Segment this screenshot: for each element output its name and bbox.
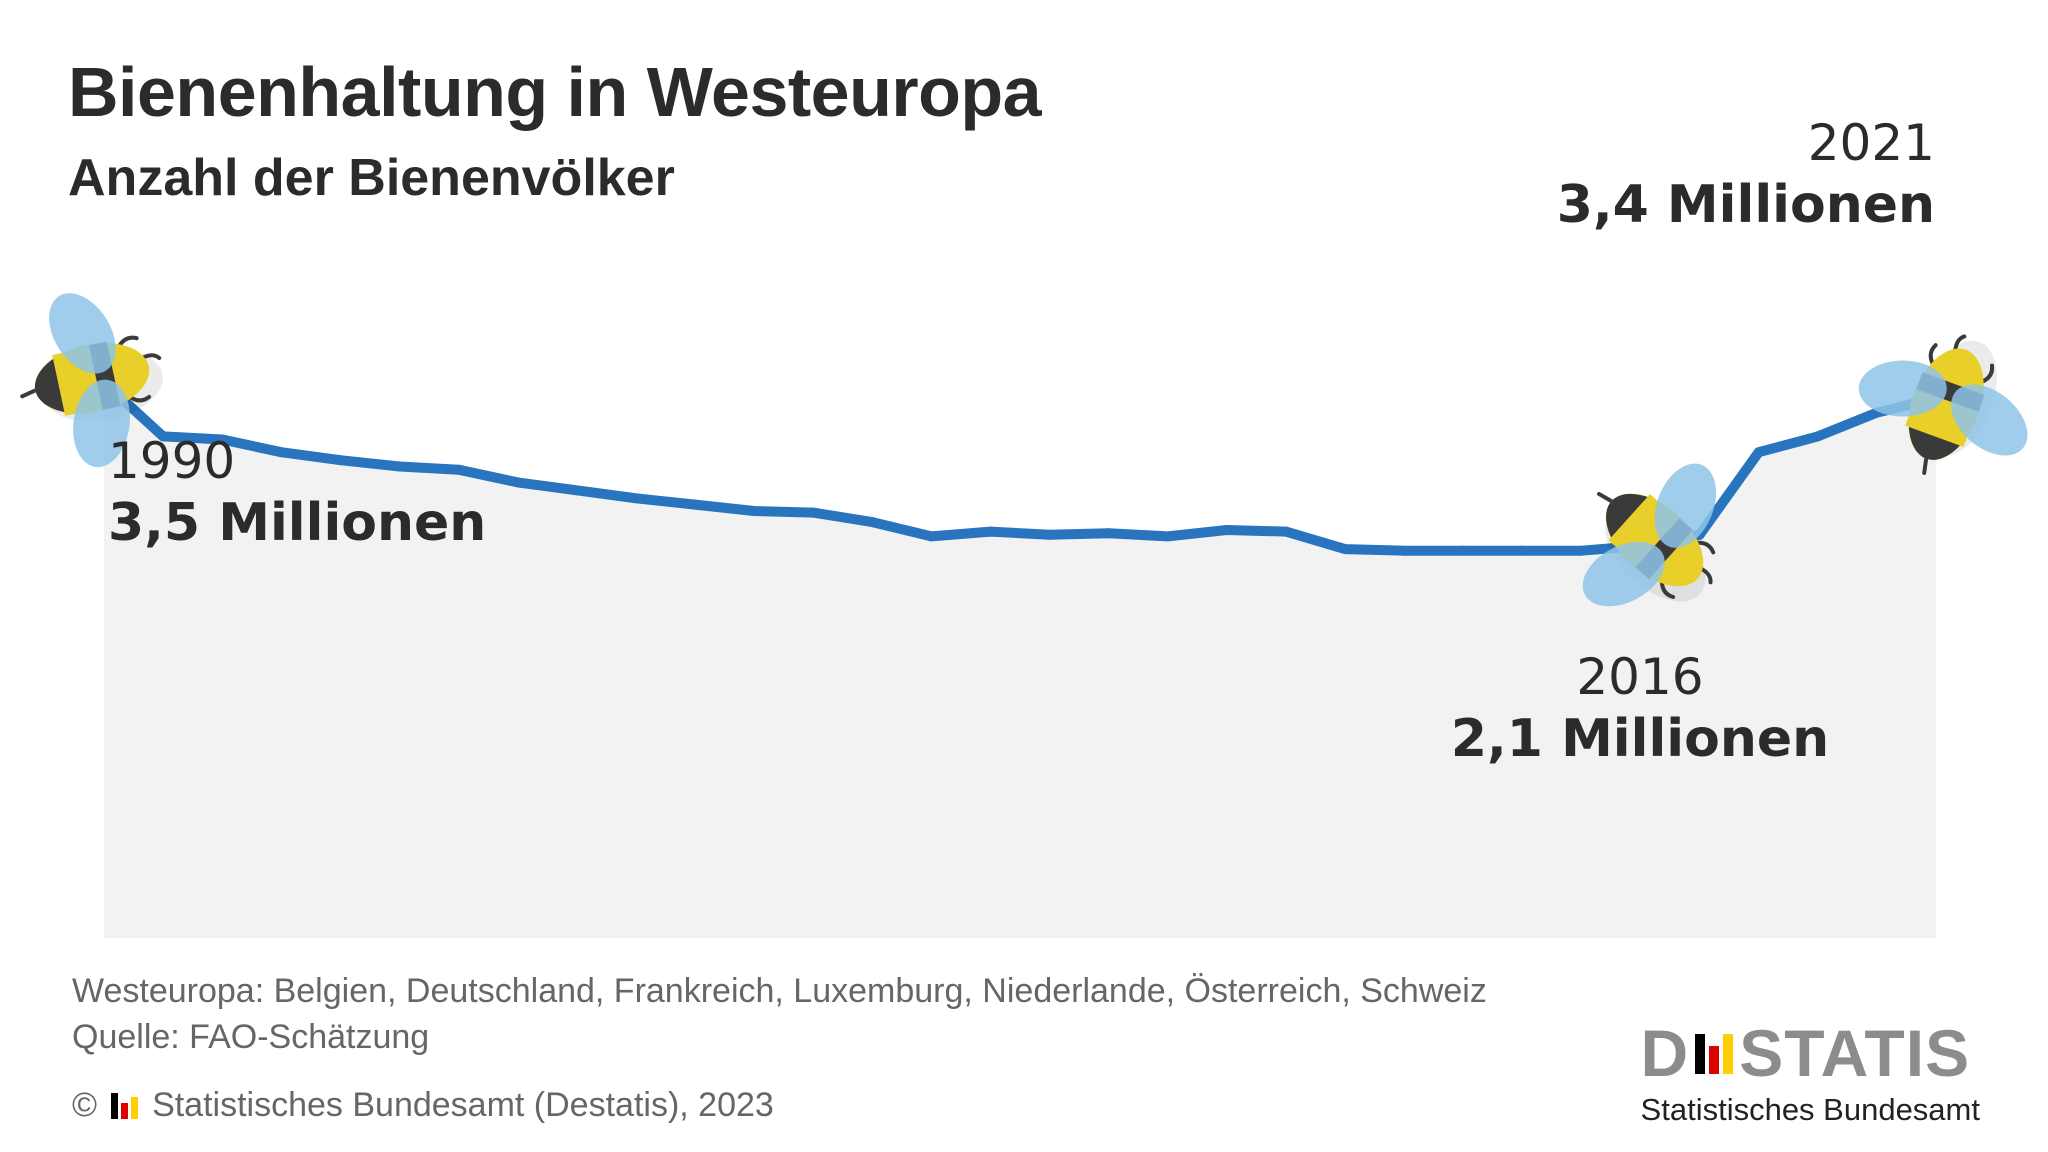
data-point-1997 bbox=[512, 477, 523, 488]
footnote-region-definition: Westeuropa: Belgien, Deutschland, Frankr… bbox=[72, 972, 1487, 1010]
data-point-1995 bbox=[394, 461, 405, 472]
data-point-1996 bbox=[453, 464, 464, 475]
data-point-2004 bbox=[926, 531, 937, 542]
destatis-subtitle: Statistisches Bundesamt bbox=[1640, 1092, 1980, 1127]
data-point-2012 bbox=[1399, 545, 1410, 556]
bee-2016-icon bbox=[1582, 463, 1717, 607]
annotation-value-1990: 3,5 Millionen bbox=[108, 493, 486, 553]
data-point-2010 bbox=[1280, 526, 1291, 537]
annotation-layer: 1990 3,5 Millionen 2016 2,1 Millionen 20… bbox=[108, 114, 1935, 769]
wordmark-letter-d: D bbox=[1640, 1016, 1690, 1090]
annotation-year-2021: 2021 bbox=[1808, 114, 1935, 172]
data-point-2006 bbox=[1044, 529, 1055, 540]
data-point-2018 bbox=[1753, 447, 1764, 458]
wordmark-letters: STATIS bbox=[1739, 1016, 1971, 1090]
data-point-2014 bbox=[1517, 545, 1528, 556]
copyright-line: © Statistisches Bundesamt (Destatis), 20… bbox=[72, 1086, 774, 1125]
data-point-2001 bbox=[749, 505, 760, 516]
data-point-2019 bbox=[1812, 431, 1823, 442]
data-point-2009 bbox=[1221, 525, 1232, 536]
data-point-2008 bbox=[1162, 531, 1173, 542]
data-point-2007 bbox=[1103, 528, 1114, 539]
data-point-2005 bbox=[985, 526, 996, 537]
data-point-1999 bbox=[630, 493, 641, 504]
copyright-text: Statistisches Bundesamt (Destatis), 2023 bbox=[152, 1086, 774, 1124]
data-point-1993 bbox=[276, 447, 287, 458]
chart-subtitle: Anzahl der Bienenvölker bbox=[68, 149, 675, 207]
area-fill bbox=[104, 382, 1936, 938]
annotation-year-2016: 2016 bbox=[1576, 648, 1703, 706]
data-point-2000 bbox=[689, 499, 700, 510]
data-point-2011 bbox=[1340, 544, 1351, 555]
copyright-symbol: © bbox=[72, 1086, 98, 1124]
data-point-2003 bbox=[867, 517, 878, 528]
bee-1990-icon bbox=[20, 293, 163, 468]
footnote-source: Quelle: FAO-Schätzung bbox=[72, 1018, 430, 1056]
destatis-mini-logo-icon bbox=[111, 1092, 139, 1119]
flag-bars-icon bbox=[1695, 1028, 1734, 1074]
data-point-1998 bbox=[571, 485, 582, 496]
data-point-2002 bbox=[808, 507, 819, 518]
area-chart: 1990 3,5 Millionen 2016 2,1 Millionen 20… bbox=[20, 114, 2028, 938]
data-point-1991 bbox=[158, 431, 169, 442]
data-point-2013 bbox=[1458, 545, 1469, 556]
annotation-value-2016: 2,1 Millionen bbox=[1451, 709, 1829, 769]
data-point-1992 bbox=[217, 434, 228, 445]
data-point-1994 bbox=[335, 455, 346, 466]
data-point-2015 bbox=[1576, 545, 1587, 556]
bee-2021-icon bbox=[1858, 334, 2028, 475]
chart-title: Bienenhaltung in Westeuropa bbox=[68, 53, 1042, 131]
annotation-year-1990: 1990 bbox=[108, 432, 235, 490]
annotation-value-2021: 3,4 Millionen bbox=[1557, 175, 1935, 235]
destatis-logo: D STATIS Statistisches Bundesamt bbox=[1641, 1020, 1980, 1128]
bee-layer bbox=[20, 293, 2028, 607]
destatis-wordmark: D STATIS bbox=[1641, 1020, 1980, 1086]
